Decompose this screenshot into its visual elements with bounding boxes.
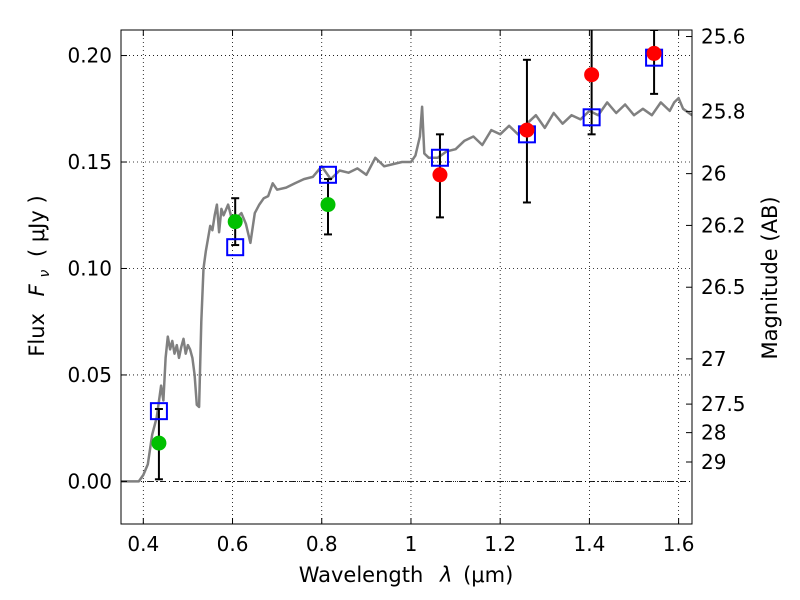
- observed-green-point-0: [151, 435, 167, 451]
- x-tick-label-2: 0.8: [306, 532, 338, 556]
- x-tick-label-4: 1.2: [484, 532, 516, 556]
- y-axis-title-unit: ( μJy ): [25, 195, 49, 257]
- y-tick-label-2: 0.10: [67, 256, 112, 280]
- y2-axis-title: Magnitude (AB): [758, 196, 782, 359]
- y-tick-label-3: 0.15: [67, 150, 112, 174]
- x-axis-title: Wavelength λ (μm): [299, 563, 514, 587]
- y-axis-title-symbol: F: [25, 283, 49, 296]
- x-tick-label-1: 0.6: [217, 532, 249, 556]
- y-axis-title: Flux F ν ( μJy ): [25, 195, 54, 356]
- x-tick-label-5: 1.4: [573, 532, 605, 556]
- y2-tick-label-8: 29: [701, 450, 726, 474]
- y2-tick-label-1: 25.8: [701, 99, 746, 123]
- y2-tick-label-3: 26.2: [701, 213, 746, 237]
- y-axis-title-subscript: ν: [37, 270, 53, 278]
- band-flux-square-2: [318, 165, 337, 184]
- y2-tick-label-0: 25.6: [701, 25, 746, 49]
- y-tick-label-0: 0.00: [67, 469, 112, 493]
- x-axis-title-symbol: λ: [439, 563, 452, 587]
- x-tick-label-3: 1: [405, 532, 418, 556]
- model-spectrum-line: [121, 96, 692, 483]
- y2-tick-label-2: 26: [701, 162, 726, 186]
- observed-red-point-1: [519, 122, 535, 138]
- x-tick-label-0: 0.4: [127, 532, 159, 556]
- x-axis-title-unit: (μm): [463, 563, 513, 587]
- y2-tick-label-7: 28: [701, 421, 726, 445]
- ticks: 0.4 0.6 0.8 1 1.2 1.4 1.6 0.00 0.05 0.10 0.15 0.20 2…: [67, 25, 745, 556]
- band-flux-square-0: [149, 402, 168, 421]
- observed-green-point-2: [320, 197, 336, 213]
- plot-frame: [120, 29, 693, 525]
- x-tick-label-6: 1.6: [663, 532, 695, 556]
- y-axis-title-text: Flux: [25, 313, 49, 357]
- y2-tick-label-5: 27: [701, 347, 726, 371]
- y2-tick-label-6: 27.5: [701, 392, 746, 416]
- x-axis-title-text: Wavelength: [299, 563, 424, 587]
- band-flux-square-3: [430, 148, 449, 167]
- plot-area: [121, 30, 692, 483]
- observed-red-point-2: [584, 67, 600, 83]
- band-flux-square-1: [226, 238, 245, 257]
- observed-green-point-1: [227, 214, 243, 230]
- observed-red-point-3: [646, 45, 662, 61]
- y-tick-label-4: 0.20: [67, 44, 112, 68]
- observed-red-point-0: [432, 167, 448, 183]
- y-tick-label-1: 0.05: [67, 363, 112, 387]
- y2-tick-label-4: 26.5: [701, 275, 746, 299]
- band-flux-square-5: [582, 108, 601, 127]
